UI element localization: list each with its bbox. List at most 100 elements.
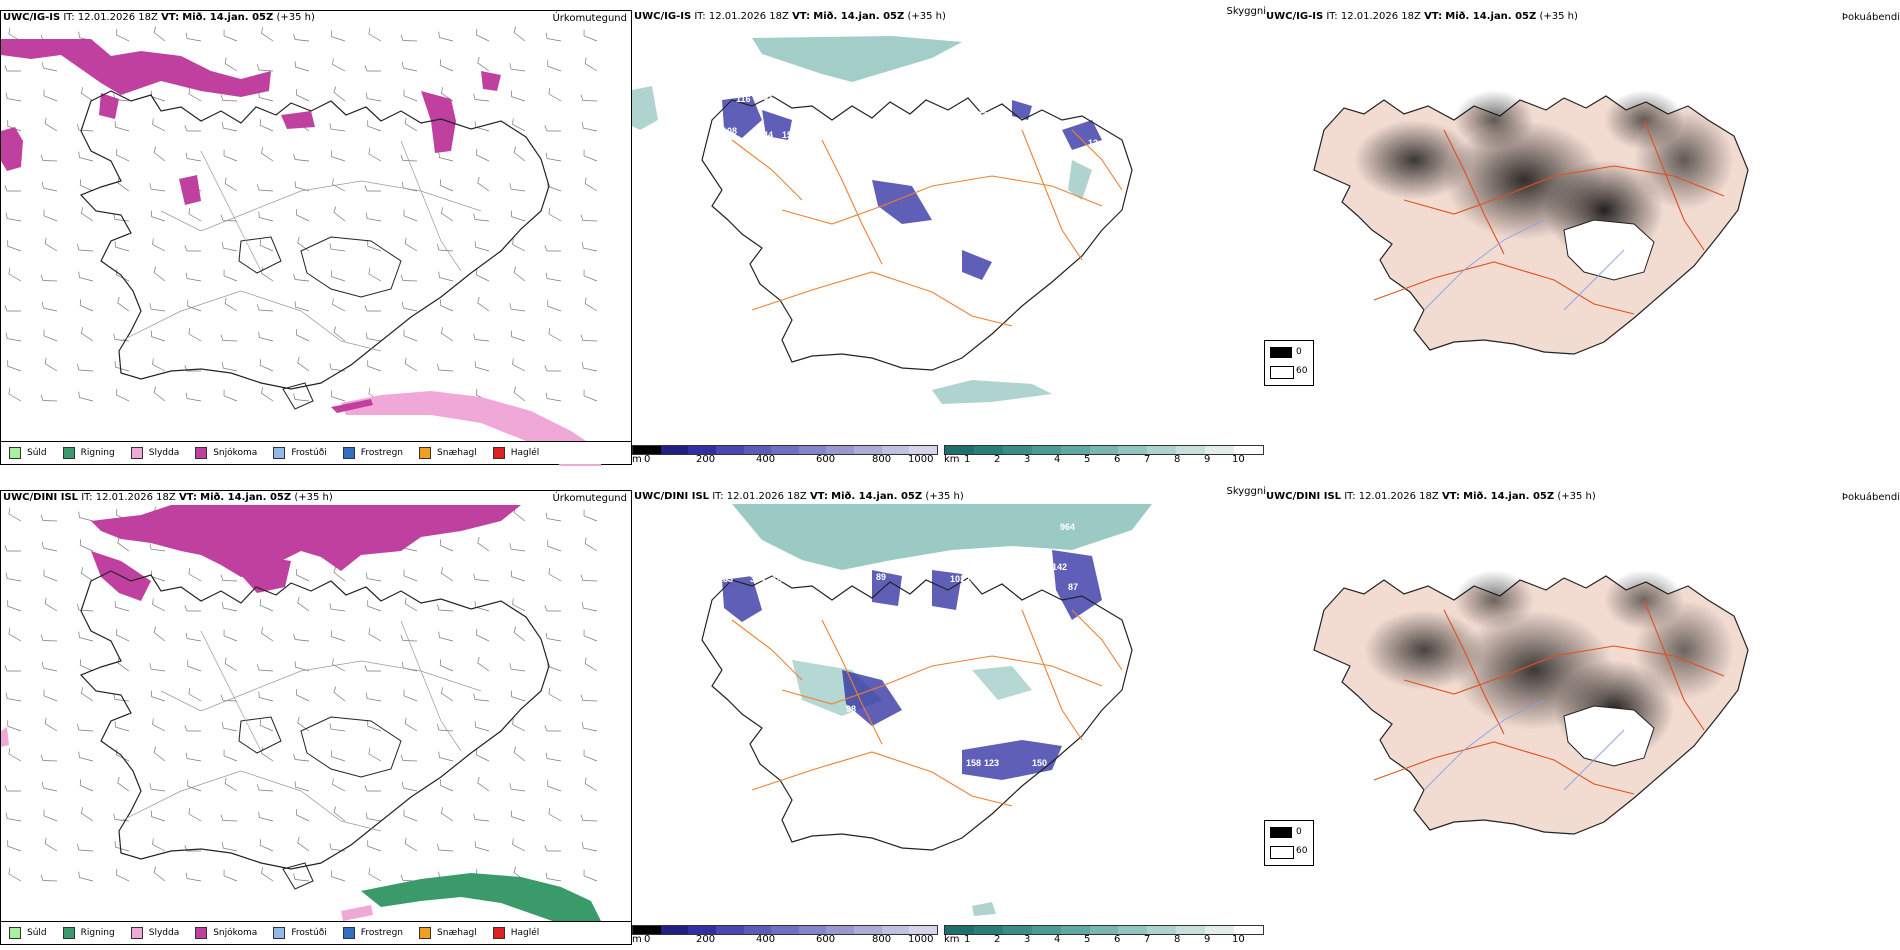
- it-value: 12.01.2026 18Z: [77, 12, 158, 23]
- wind-barb: [152, 118, 166, 132]
- glacier-outline: [238, 716, 282, 754]
- wind-barb: [261, 267, 274, 282]
- wind-barb: [510, 690, 526, 702]
- wind-barb: [296, 688, 310, 702]
- fog-legend-value: 60: [1296, 366, 1308, 376]
- wind-barb: [152, 598, 166, 612]
- visibility-bar-segment: [1002, 446, 1032, 454]
- model-name: UWC/DINI ISL: [634, 491, 710, 502]
- wind-barb: [76, 724, 94, 732]
- legend-label: Súld: [27, 928, 47, 938]
- wind-barb: [259, 239, 274, 252]
- rivers: [1423, 219, 1625, 311]
- wind-barb: [581, 842, 598, 852]
- tick-label: 5: [1084, 934, 1091, 945]
- peak-label: 119: [974, 226, 989, 236]
- snow-area: [241, 553, 291, 593]
- wind-barb: [509, 63, 526, 72]
- panel-header: UWC/DINI ISL IT: 12.01.2026 18Z VT: Mið.…: [3, 491, 333, 505]
- elevation-colorbar: m 0 200 400 600 800 1000: [632, 923, 942, 945]
- legend-label: Slydda: [148, 928, 180, 938]
- wind-barb: [473, 813, 490, 822]
- wind-barb: [404, 597, 418, 612]
- wind-barb: [79, 659, 94, 672]
- wind-barb: [439, 659, 454, 672]
- wind-barb: [329, 603, 346, 612]
- wind-barb: [153, 746, 166, 762]
- wind-barb: [401, 782, 418, 792]
- fog-swatch-light: [1270, 846, 1294, 859]
- peak-label: 244: [758, 130, 773, 140]
- wind-barb: [7, 720, 22, 732]
- wind-barb: [581, 602, 598, 612]
- wind-barb: [476, 748, 490, 762]
- wind-barb: [474, 721, 490, 732]
- wind-barb: [223, 29, 238, 42]
- wind-barb: [221, 362, 238, 372]
- elevation-bar-segment: [743, 446, 772, 454]
- legend-swatch: [62, 447, 75, 459]
- wind-barb: [81, 87, 94, 102]
- wind-barb: [474, 601, 490, 612]
- visibility-panel: UWC/IG-IS IT: 12.01.2026 18Z VT: Mið. 14…: [632, 6, 1266, 465]
- wind-barb: [581, 722, 598, 732]
- fog-swatch-dark: [1270, 827, 1292, 838]
- tick-label: 6: [1114, 454, 1121, 465]
- peak-label: 283: [972, 110, 987, 120]
- tick-label: 400: [756, 934, 776, 945]
- wind-barb: [294, 661, 310, 672]
- snow-area: [331, 399, 373, 413]
- wind-barb: [116, 748, 130, 762]
- visibility-ticks: 1 2 3 4 5 6 7 8 9 10: [944, 934, 1264, 946]
- wind-barb: [509, 303, 526, 312]
- model-name: UWC/IG-IS: [634, 11, 692, 22]
- elevation-bar-segment: [826, 446, 855, 454]
- fog-area: [932, 380, 1052, 404]
- panel-title: Úrkomutegund: [552, 13, 627, 24]
- model-name: UWC/IG-IS: [1266, 11, 1324, 22]
- wind-barb: [150, 810, 166, 822]
- wind-barb: [548, 808, 562, 822]
- visibility-bar-segment: [1031, 926, 1061, 934]
- wind-barb: [332, 778, 346, 792]
- wind-barb: [580, 574, 598, 582]
- wind-barb: [404, 237, 418, 252]
- wind-barb: [5, 332, 22, 342]
- wind-barb: [548, 88, 562, 102]
- wind-barb: [256, 664, 274, 672]
- it-value: 12.01.2026 18Z: [1340, 11, 1421, 22]
- wind-barb: [436, 844, 454, 852]
- precip-type-panel: UWC/IG-IS IT: 12.01.2026 18Z VT: Mið. 14…: [0, 10, 632, 466]
- wind-barb: [400, 874, 418, 882]
- elevation-bar-segment: [633, 926, 661, 934]
- wind-barb: [188, 328, 202, 342]
- wind-barb: [184, 245, 201, 252]
- wind-barb: [5, 812, 22, 822]
- legend-swatch: [195, 447, 208, 459]
- wind-barb: [297, 356, 310, 372]
- wind-barb: [44, 717, 58, 732]
- fog-index-legend: 0 60: [1264, 820, 1314, 866]
- wind-barb: [367, 600, 382, 612]
- wind-barb: [294, 61, 310, 72]
- wind-barbs: [4, 506, 598, 882]
- peak-label: 225: [1064, 102, 1079, 112]
- wind-barb: [510, 810, 526, 822]
- legend-swatch: [419, 447, 432, 459]
- wind-barb: [40, 874, 58, 882]
- wind-barb: [150, 330, 166, 342]
- tick-label: 2: [994, 454, 1001, 465]
- vt-value: Mið. 14.jan. 05Z: [182, 12, 274, 23]
- wind-barbs: [4, 26, 598, 402]
- tick-label: 8: [1174, 934, 1181, 945]
- peak-labels: 785 137 116 244 151 108 203 266 338 339 …: [722, 74, 1098, 400]
- it-label: IT:: [1344, 491, 1356, 502]
- fog-legend-box: 0 60: [1264, 820, 1314, 866]
- wind-barb: [223, 149, 238, 162]
- fog-index-map: [1313, 90, 1749, 355]
- wind-barb: [220, 94, 238, 102]
- elevation-bar: [632, 925, 938, 935]
- fog-index-shading: [1354, 90, 1734, 260]
- wind-barb: [545, 752, 562, 762]
- rivers: [1423, 699, 1625, 791]
